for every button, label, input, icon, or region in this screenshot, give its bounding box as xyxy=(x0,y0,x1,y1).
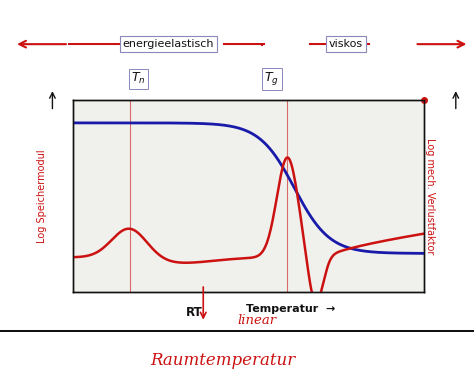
Text: $T_g$: $T_g$ xyxy=(264,70,279,87)
Text: Raumtemperatur: Raumtemperatur xyxy=(150,353,295,369)
Y-axis label: Log mech. Verlustfaktor: Log mech. Verlustfaktor xyxy=(425,137,435,254)
Text: $T_n$: $T_n$ xyxy=(131,71,146,86)
Text: Log Speichermodul: Log Speichermodul xyxy=(37,149,47,243)
Text: energieelastisch: energieelastisch xyxy=(122,39,214,49)
Text: Temperatur  →: Temperatur → xyxy=(246,304,336,314)
Text: viskos: viskos xyxy=(329,39,363,49)
Text: linear: linear xyxy=(237,314,276,327)
Text: RT: RT xyxy=(185,306,202,319)
